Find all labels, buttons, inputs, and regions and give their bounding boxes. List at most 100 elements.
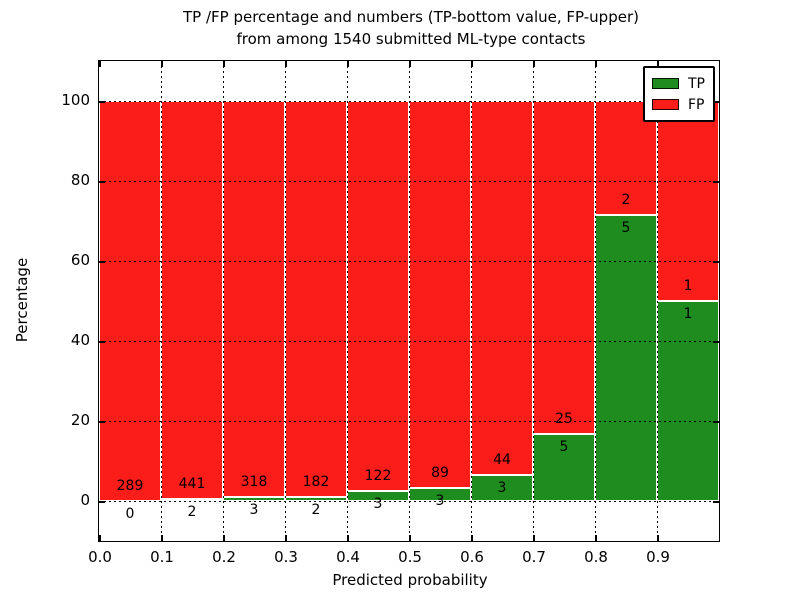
x-tick-mark [471, 535, 473, 541]
tp-bar-segment [657, 301, 719, 501]
fp-bar-segment [285, 101, 347, 497]
horizontal-gridline [99, 100, 719, 102]
tp-count-label: 5 [621, 220, 631, 237]
x-tick-label: 0.8 [584, 548, 608, 566]
tp-count-label: 0 [125, 506, 135, 522]
x-tick-mark-top [285, 61, 287, 67]
plot-area: 289 0 441 2 318 3 182 2 122 3 89 3 44 3 25 5 2 5 1 1 TP FP [98, 60, 720, 542]
fp-bar-segment [99, 101, 161, 501]
y-tick-label: 80 [70, 171, 90, 189]
y-tick-mark [99, 421, 105, 423]
fp-count-label: 318 [240, 474, 268, 491]
y-tick-mark-right [713, 261, 719, 263]
fp-color-swatch [652, 99, 679, 110]
x-tick-label: 0.6 [460, 548, 484, 566]
tp-count-label: 3 [249, 502, 259, 519]
tp-count-label: 5 [559, 439, 569, 456]
legend-label-fp: FP [688, 96, 705, 113]
x-tick-mark-top [347, 61, 349, 67]
x-tick-mark [595, 535, 597, 541]
chart-title: TP /FP percentage and numbers (TP-bottom… [100, 6, 722, 50]
x-tick-mark [533, 535, 535, 541]
x-tick-mark [161, 535, 163, 541]
x-tick-mark-top [657, 61, 659, 67]
horizontal-gridline [99, 420, 719, 422]
fp-count-label: 1 [683, 278, 693, 294]
vertical-gridline [470, 61, 472, 541]
y-tick-mark [99, 261, 105, 263]
legend-label-tp: TP [688, 75, 705, 92]
tp-count-label: 3 [435, 492, 445, 509]
x-tick-mark-top [161, 61, 163, 67]
fp-count-label: 122 [364, 468, 392, 485]
fp-bar-segment [347, 101, 409, 492]
y-tick-mark [99, 501, 105, 503]
y-tick-mark-right [713, 341, 719, 343]
horizontal-gridline [99, 260, 719, 262]
x-tick-mark-top [595, 61, 597, 67]
fp-count-label: 2 [621, 192, 631, 209]
x-tick-label: 0.1 [150, 548, 174, 566]
fp-count-label: 441 [178, 476, 206, 493]
y-axis-label: Percentage [13, 257, 31, 343]
fp-bar-segment [657, 101, 719, 301]
x-tick-mark [347, 535, 349, 541]
tp-count-label: 1 [683, 306, 693, 322]
x-tick-mark [99, 535, 101, 541]
x-tick-mark [223, 535, 225, 541]
fp-bar-segment [471, 101, 533, 476]
tp-count-label: 2 [311, 501, 321, 518]
vertical-gridline [594, 61, 596, 541]
y-tick-mark [99, 341, 105, 343]
x-tick-label: 0.4 [336, 548, 360, 566]
horizontal-gridline [99, 340, 719, 342]
x-tick-mark-top [471, 61, 473, 67]
vertical-gridline [222, 61, 224, 541]
x-tick-mark [657, 535, 659, 541]
y-tick-mark-right [713, 101, 719, 103]
x-tick-label: 0.5 [398, 548, 422, 566]
legend-entry-fp: FP [652, 94, 705, 115]
x-tick-label: 0.0 [88, 548, 112, 566]
y-tick-label: 60 [70, 251, 90, 269]
y-tick-mark-right [713, 421, 719, 423]
x-tick-label: 0.3 [274, 548, 298, 566]
y-tick-label: 40 [70, 331, 90, 349]
x-tick-mark-top [533, 61, 535, 67]
fp-bar-segment [533, 101, 595, 435]
tp-count-label: 3 [497, 480, 507, 497]
x-tick-mark-top [99, 61, 101, 67]
chart-title-line2: from among 1540 submitted ML-type contac… [236, 30, 586, 48]
fp-bar-segment [409, 101, 471, 488]
y-tick-mark-right [713, 181, 719, 183]
tp-bar-segment [595, 215, 657, 501]
y-tick-mark [99, 181, 105, 183]
tp-color-swatch [652, 78, 679, 89]
y-tick-mark [99, 101, 105, 103]
vertical-gridline [160, 61, 162, 541]
chart-title-line1: TP /FP percentage and numbers (TP-bottom… [183, 8, 639, 26]
y-tick-label: 0 [80, 491, 90, 509]
y-tick-label: 100 [61, 91, 90, 109]
vertical-gridline [284, 61, 286, 541]
fp-count-label: 44 [493, 452, 511, 469]
vertical-gridline [408, 61, 410, 541]
vertical-gridline [656, 61, 658, 541]
y-tick-label: 20 [70, 411, 90, 429]
x-tick-label: 0.9 [646, 548, 670, 566]
tp-count-label: 2 [187, 504, 197, 521]
tp-bar-segment [471, 475, 533, 501]
x-tick-mark [409, 535, 411, 541]
fp-bar-segment [161, 101, 223, 500]
fp-count-label: 182 [302, 473, 330, 490]
x-tick-mark-top [223, 61, 225, 67]
x-tick-mark-top [409, 61, 411, 67]
horizontal-gridline [99, 180, 719, 182]
legend-entry-tp: TP [652, 73, 705, 94]
vertical-gridline [346, 61, 348, 541]
vertical-gridline [532, 61, 534, 541]
tp-count-label: 3 [373, 496, 383, 513]
fp-bar-segment [223, 101, 285, 498]
y-tick-mark-right [713, 501, 719, 503]
fp-count-label: 289 [116, 478, 144, 494]
